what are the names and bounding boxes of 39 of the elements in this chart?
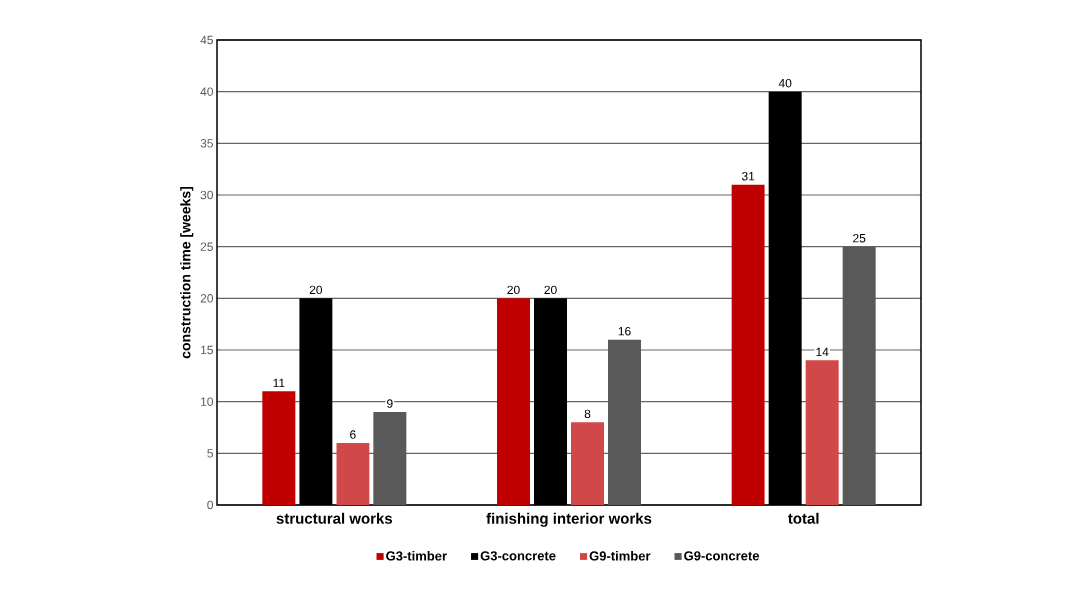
bar bbox=[805, 360, 839, 505]
data-label: 20 bbox=[544, 285, 557, 295]
legend-label: G3-timber bbox=[386, 551, 447, 561]
legend-label: G9-timber bbox=[589, 551, 651, 561]
bar bbox=[497, 298, 531, 505]
y-tick-label: 10 bbox=[201, 397, 214, 406]
y-tick-label: 15 bbox=[201, 345, 213, 355]
bar bbox=[842, 246, 876, 505]
data-label: 20 bbox=[309, 285, 323, 295]
data-label: 16 bbox=[618, 326, 631, 336]
data-label: 6 bbox=[350, 430, 356, 439]
bar bbox=[731, 184, 765, 505]
y-tick-label: 25 bbox=[200, 242, 213, 251]
data-label: 11 bbox=[273, 378, 285, 388]
y-tick-label: 20 bbox=[200, 294, 214, 303]
bar bbox=[262, 391, 296, 505]
y-tick-label: 0 bbox=[207, 500, 214, 510]
x-tick-label: total bbox=[788, 512, 819, 524]
bar bbox=[373, 411, 407, 505]
data-label: 14 bbox=[816, 347, 829, 357]
data-label: 9 bbox=[387, 399, 393, 408]
data-label: 31 bbox=[741, 171, 755, 181]
x-tick-label: structural works bbox=[276, 512, 393, 524]
bar bbox=[571, 422, 605, 505]
y-tick-label: 40 bbox=[200, 87, 214, 96]
y-tick-label: 5 bbox=[207, 449, 213, 458]
data-label: 8 bbox=[584, 409, 591, 419]
y-tick-label: 45 bbox=[200, 35, 213, 45]
y-tick-label: 35 bbox=[200, 139, 213, 148]
legend-label: G3-concrete bbox=[480, 551, 556, 561]
bar bbox=[608, 339, 642, 505]
data-label: 25 bbox=[853, 233, 866, 243]
x-tick-label: finishing interior works bbox=[486, 512, 652, 527]
legend-label: G9-concrete bbox=[684, 551, 760, 561]
y-tick-label: 30 bbox=[200, 190, 214, 200]
data-label: 20 bbox=[507, 285, 520, 295]
data-label: 40 bbox=[778, 78, 792, 88]
bar bbox=[336, 442, 370, 505]
y-axis-title: construction time [weeks] bbox=[180, 186, 194, 359]
